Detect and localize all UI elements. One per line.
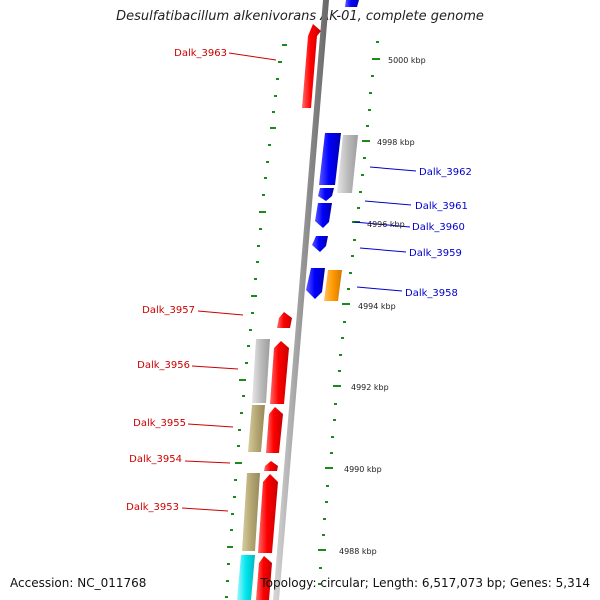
gene-label-dalk-3962[interactable]: Dalk_3962 (419, 167, 472, 178)
gene-label-dalk-3963[interactable]: Dalk_3963 (174, 48, 227, 59)
gene-label-dalk-3961[interactable]: Dalk_3961 (415, 201, 468, 212)
topology-label: Topology: circular; Length: 6,517,073 bp… (260, 576, 590, 590)
scale-label: 4996 kbp (367, 220, 405, 229)
gray-feature-dalk-3962[interactable] (337, 135, 358, 193)
gene-arrow-top-partial[interactable] (345, 0, 359, 7)
gene-arrow-bottom-partial[interactable] (256, 556, 272, 600)
reverse-gene-labels: Dalk_3963 Dalk_3957 Dalk_3956 Dalk_3955 … (126, 48, 227, 513)
scale-labels: 5000 kbp 4998 kbp 4996 kbp 4994 kbp 4992… (339, 56, 426, 556)
cyan-feature-bottom[interactable] (237, 555, 255, 600)
forward-gene-labels: Dalk_3962 Dalk_3961 Dalk_3960 Dalk_3959 … (405, 167, 472, 299)
genome-backbone (273, 0, 329, 600)
genome-title: Desulfatibacillum alkenivorans AK-01, co… (116, 9, 484, 24)
gene-label-dalk-3958[interactable]: Dalk_3958 (405, 288, 458, 299)
gene-arrow-dalk-3957[interactable] (277, 312, 292, 328)
gene-arrow-dalk-3961[interactable] (318, 188, 334, 201)
inner-tick-track (225, 44, 287, 598)
gene-label-dalk-3956[interactable]: Dalk_3956 (137, 360, 190, 371)
gene-arrow-dalk-3963[interactable] (302, 24, 321, 108)
gene-arrow-dalk-3956[interactable] (270, 341, 289, 404)
orange-feature-dalk-3958[interactable] (324, 270, 342, 301)
gene-label-dalk-3957[interactable]: Dalk_3957 (142, 305, 195, 316)
scale-label: 4994 kbp (358, 302, 396, 311)
accession-label: Accession: NC_011768 (10, 576, 147, 590)
gene-arrow-dalk-3962-neighbor[interactable] (319, 133, 341, 185)
gene-arrow-dalk-3955[interactable] (266, 407, 283, 453)
gene-arrow-dalk-3954[interactable] (264, 461, 278, 471)
reverse-label-leaders (181, 52, 277, 512)
gene-label-dalk-3954[interactable]: Dalk_3954 (129, 454, 182, 465)
gene-arrow-dalk-3960[interactable] (315, 203, 332, 228)
scale-label: 4990 kbp (344, 465, 382, 474)
gene-label-dalk-3959[interactable]: Dalk_3959 (409, 248, 462, 259)
gene-label-dalk-3960[interactable]: Dalk_3960 (412, 222, 465, 233)
tan-feature-dalk-3953[interactable] (242, 473, 260, 551)
scale-label: 4988 kbp (339, 547, 377, 556)
gene-arrow-dalk-3958[interactable] (306, 268, 325, 299)
outer-tick-track (318, 41, 380, 585)
forward-label-leaders (353, 166, 417, 292)
gene-arrow-dalk-3959[interactable] (312, 236, 328, 252)
reverse-strand-features (237, 24, 321, 600)
gene-label-dalk-3953[interactable]: Dalk_3953 (126, 502, 179, 513)
scale-label: 4998 kbp (377, 138, 415, 147)
forward-strand-features (306, 0, 359, 301)
tan-feature-dalk-3955[interactable] (248, 405, 265, 452)
gene-label-dalk-3955[interactable]: Dalk_3955 (133, 418, 186, 429)
scale-label: 4992 kbp (351, 383, 389, 392)
gray-feature-dalk-3956[interactable] (252, 339, 270, 403)
gene-arrow-dalk-3953[interactable] (258, 474, 278, 553)
scale-label: 5000 kbp (388, 56, 426, 65)
